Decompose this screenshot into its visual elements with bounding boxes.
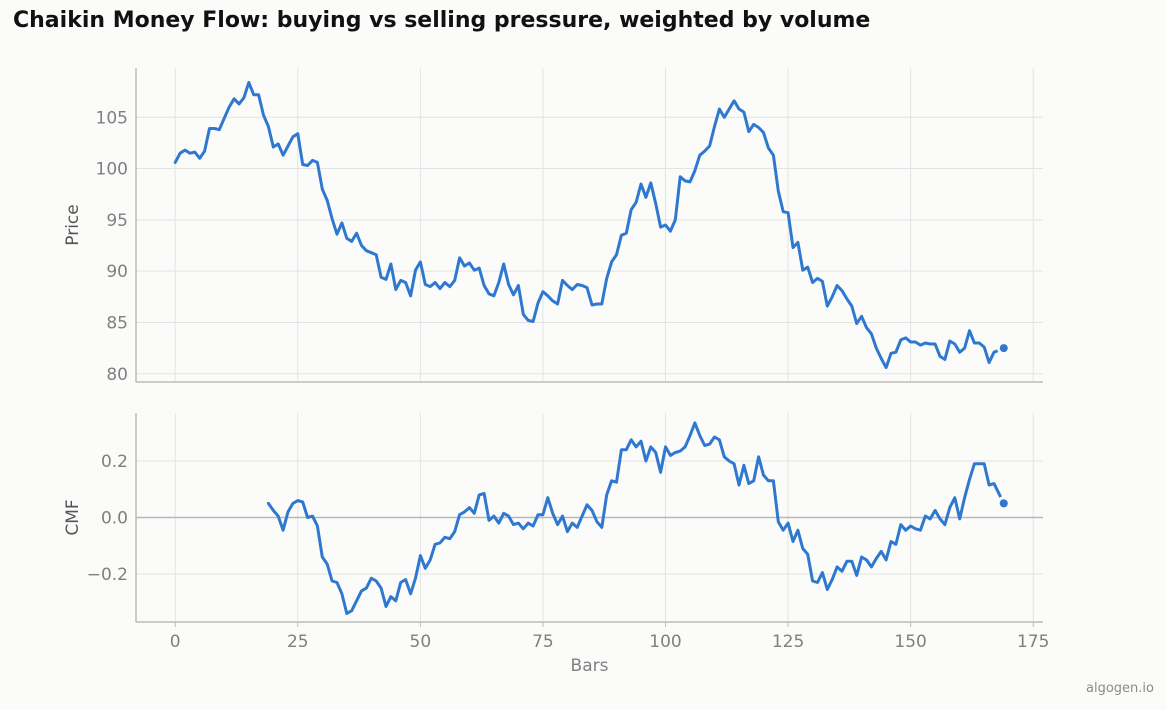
y-tick-label: −0.2 (87, 565, 128, 585)
x-tick-label: 0 (170, 632, 181, 652)
last-point-marker (999, 344, 1008, 353)
y-tick-label: 105 (96, 108, 128, 128)
y-tick-label: 95 (106, 211, 128, 231)
x-axis-label: Bars (571, 656, 609, 676)
x-tick-label: 125 (772, 632, 804, 652)
y-axis-label: CMF (63, 499, 83, 535)
y-tick-label: 0.2 (101, 452, 128, 472)
x-tick-label: 50 (410, 632, 432, 652)
last-point-marker (999, 499, 1008, 508)
watermark: algogen.io (1086, 681, 1154, 696)
y-tick-label: 0.0 (101, 509, 128, 529)
y-axis-label: Price (63, 204, 83, 245)
y-tick-label: 80 (106, 365, 128, 385)
x-tick-label: 25 (287, 632, 309, 652)
series-line (173, 80, 996, 370)
x-tick-label: 100 (649, 632, 681, 652)
series-line (266, 421, 1001, 615)
chart-title: Chaikin Money Flow: buying vs selling pr… (13, 8, 871, 33)
x-tick-label: 75 (532, 632, 554, 652)
y-tick-label: 100 (96, 160, 128, 180)
y-tick-label: 85 (106, 313, 128, 333)
price-panel: 80 85 90 95 100 105 Price (63, 68, 1043, 385)
cmf-panel: −0.2 0.0 0.2 0 25 50 75 100 125 150 175 CMF Bars (63, 413, 1049, 676)
x-tick-label: 150 (894, 632, 926, 652)
y-tick-label: 90 (106, 262, 128, 282)
x-tick-label: 175 (1017, 632, 1049, 652)
